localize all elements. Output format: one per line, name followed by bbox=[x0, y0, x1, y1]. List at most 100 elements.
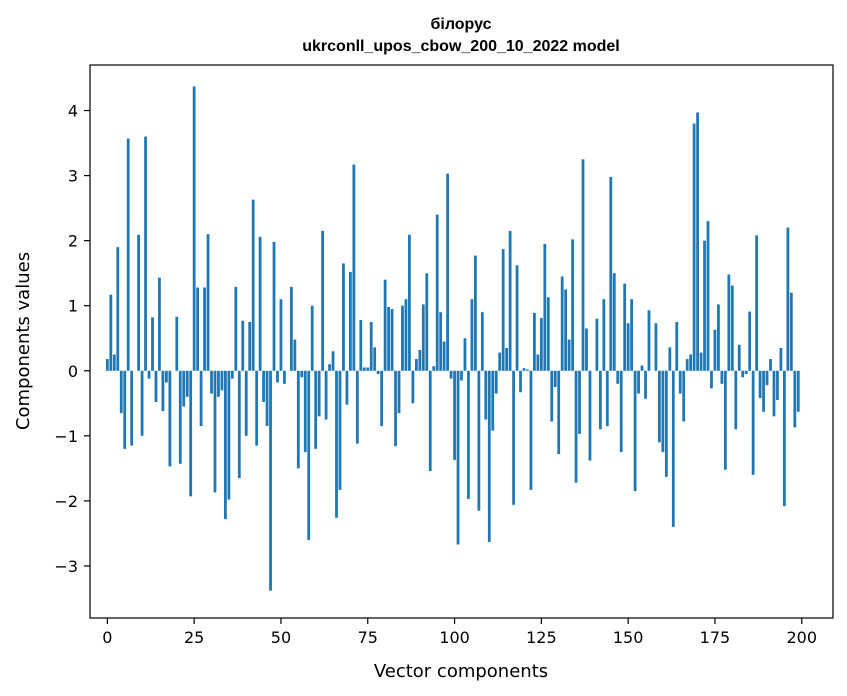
bar bbox=[279, 299, 283, 371]
bar bbox=[755, 235, 759, 371]
y-axis-ticks: −3 −2 −1 0 1 2 3 4 bbox=[54, 102, 90, 576]
bar bbox=[369, 321, 373, 371]
bar bbox=[289, 286, 293, 371]
bar bbox=[394, 370, 397, 447]
bar bbox=[321, 230, 325, 371]
bar bbox=[682, 370, 686, 422]
bar bbox=[501, 249, 505, 371]
bar bbox=[602, 299, 606, 371]
bar bbox=[109, 294, 113, 371]
bar bbox=[779, 348, 783, 371]
bar bbox=[328, 364, 331, 371]
bar bbox=[664, 370, 668, 477]
bar bbox=[463, 338, 467, 371]
y-tick-label: −1 bbox=[54, 427, 78, 446]
bar bbox=[324, 370, 328, 420]
bar bbox=[564, 289, 568, 371]
bar bbox=[539, 318, 543, 371]
bar bbox=[449, 370, 453, 379]
bar bbox=[168, 370, 172, 467]
bar bbox=[345, 370, 349, 405]
bar bbox=[512, 370, 515, 505]
bar bbox=[401, 305, 404, 371]
y-tick-label: 0 bbox=[68, 362, 78, 381]
bar bbox=[543, 243, 547, 371]
y-axis-label: Components values bbox=[13, 252, 34, 430]
bar bbox=[717, 304, 720, 371]
bar bbox=[491, 370, 495, 431]
bar bbox=[644, 370, 647, 399]
bar bbox=[574, 370, 578, 483]
bar bbox=[442, 341, 446, 371]
bar bbox=[213, 370, 217, 493]
bar bbox=[605, 370, 609, 427]
bar bbox=[119, 370, 123, 414]
bar bbox=[730, 285, 734, 371]
bar bbox=[404, 299, 408, 371]
bar bbox=[383, 279, 387, 371]
bar bbox=[196, 287, 200, 371]
chart-title-line1: білорус bbox=[430, 16, 491, 33]
bar bbox=[418, 349, 422, 371]
x-tick-label: 175 bbox=[700, 628, 731, 647]
bar bbox=[633, 370, 637, 492]
y-tick-label: 1 bbox=[68, 297, 78, 316]
bar bbox=[144, 136, 147, 371]
x-axis-ticks: 0 25 50 75 100 125 150 175 200 bbox=[102, 618, 817, 647]
bar bbox=[224, 370, 227, 520]
bar bbox=[494, 370, 498, 394]
bar bbox=[595, 318, 599, 371]
bar bbox=[689, 354, 693, 371]
bar bbox=[310, 305, 314, 371]
bar bbox=[661, 370, 665, 453]
bar bbox=[637, 370, 640, 394]
x-tick-label: 50 bbox=[271, 628, 291, 647]
bar bbox=[560, 276, 564, 371]
bar bbox=[217, 370, 220, 397]
bar bbox=[251, 199, 255, 371]
bar bbox=[578, 370, 581, 434]
bar bbox=[439, 312, 443, 371]
bar bbox=[314, 370, 318, 449]
bar bbox=[744, 370, 748, 375]
bar bbox=[105, 359, 109, 371]
y-tick-label: −3 bbox=[54, 557, 78, 576]
chart-title-line2: ukrconll_upos_cbow_200_10_2022 model bbox=[302, 38, 619, 55]
bar bbox=[432, 366, 436, 371]
bar bbox=[678, 370, 682, 394]
bar bbox=[123, 370, 127, 449]
x-tick-label: 75 bbox=[358, 628, 378, 647]
bar bbox=[480, 312, 484, 371]
bar bbox=[748, 311, 752, 371]
bar bbox=[612, 273, 616, 371]
bar bbox=[553, 370, 557, 388]
bar bbox=[598, 370, 602, 430]
bar bbox=[147, 370, 151, 379]
bar bbox=[685, 359, 689, 371]
bar bbox=[411, 370, 415, 404]
bar bbox=[380, 370, 384, 427]
bar bbox=[355, 370, 359, 444]
bar bbox=[609, 176, 613, 371]
bar bbox=[210, 370, 213, 394]
bar bbox=[244, 370, 248, 436]
bar bbox=[456, 370, 460, 545]
bar bbox=[342, 263, 345, 371]
bar bbox=[178, 370, 182, 464]
bar bbox=[390, 308, 394, 371]
bar bbox=[762, 370, 765, 412]
bar bbox=[234, 286, 238, 371]
bar bbox=[220, 370, 224, 391]
bar bbox=[692, 123, 696, 371]
bar bbox=[421, 304, 425, 371]
bar bbox=[192, 86, 196, 371]
bar bbox=[529, 370, 533, 490]
bar bbox=[467, 370, 470, 499]
bar bbox=[619, 370, 623, 453]
bar bbox=[571, 239, 574, 371]
x-axis-label: Vector components bbox=[374, 661, 548, 682]
bar bbox=[623, 283, 627, 371]
bar bbox=[765, 370, 769, 386]
bar bbox=[588, 370, 592, 461]
